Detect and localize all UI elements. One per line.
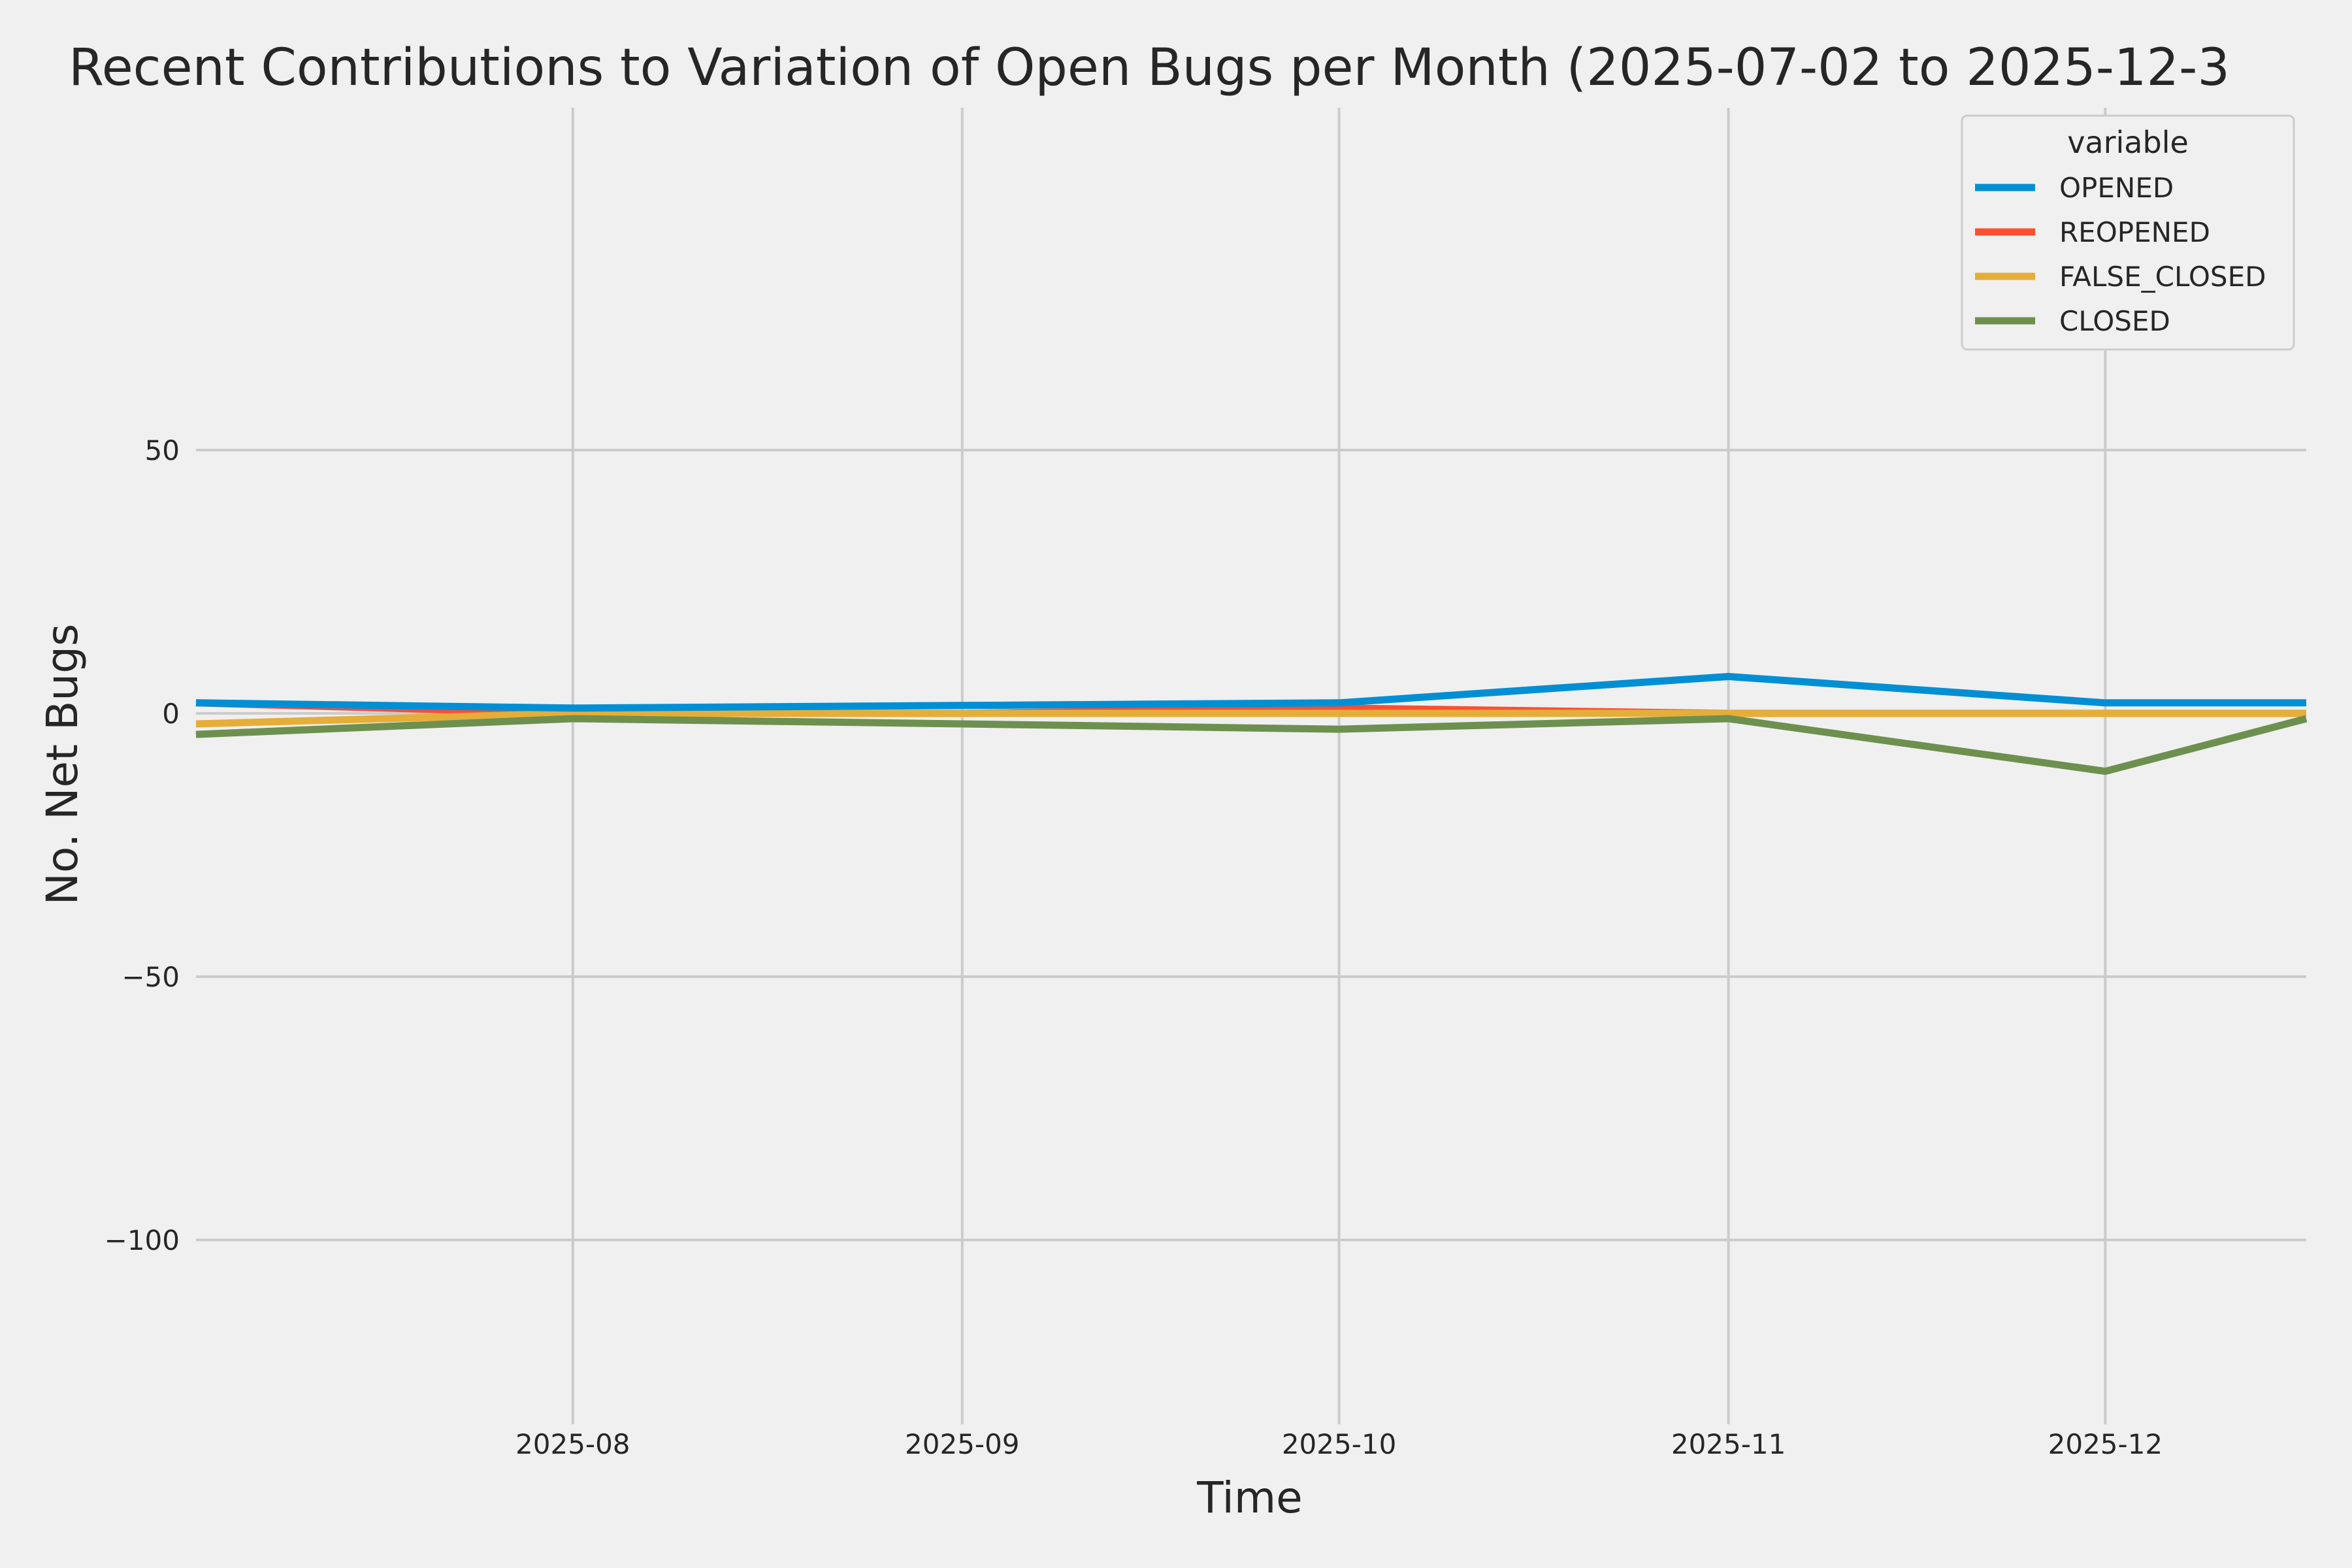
series-lines [195, 673, 2308, 776]
legend-label-reopened: REOPENED [2059, 216, 2210, 248]
series-line-closed [195, 715, 2308, 776]
x-tick-label: 2025-11 [1671, 1428, 1786, 1460]
legend-title: variable [2067, 125, 2189, 160]
y-tick-label: 50 [145, 434, 180, 466]
series-line-false-closed [195, 710, 2306, 728]
legend-label-false-closed: FALSE_CLOSED [2059, 261, 2266, 293]
legend-label-closed: CLOSED [2059, 305, 2170, 337]
y-tick-label: −100 [105, 1224, 180, 1256]
x-tick-label: 2025-08 [515, 1428, 630, 1460]
x-tick-label: 2025-12 [2048, 1428, 2163, 1460]
x-tick-labels: 2025-08 2025-09 2025-10 2025-11 2025-12 [515, 1428, 2163, 1460]
legend-label-opened: OPENED [2059, 172, 2174, 204]
y-tick-label: −50 [122, 961, 180, 993]
x-tick-label: 2025-10 [1282, 1428, 1397, 1460]
y-tick-labels: 50 0 −50 −100 [105, 434, 180, 1256]
series-line-opened [195, 673, 2306, 712]
y-tick-label: 0 [162, 698, 180, 730]
y-axis-label: No. Net Bugs [37, 624, 88, 906]
chart-title: Recent Contributions to Variation of Ope… [69, 39, 2230, 97]
legend-box [1961, 114, 2295, 351]
x-tick-label: 2025-09 [905, 1428, 1020, 1460]
x-axis-label: Time [1196, 1473, 1303, 1523]
legend: variable OPENED REOPENED FALSE_CLOSED CLOSE… [1961, 114, 2295, 351]
